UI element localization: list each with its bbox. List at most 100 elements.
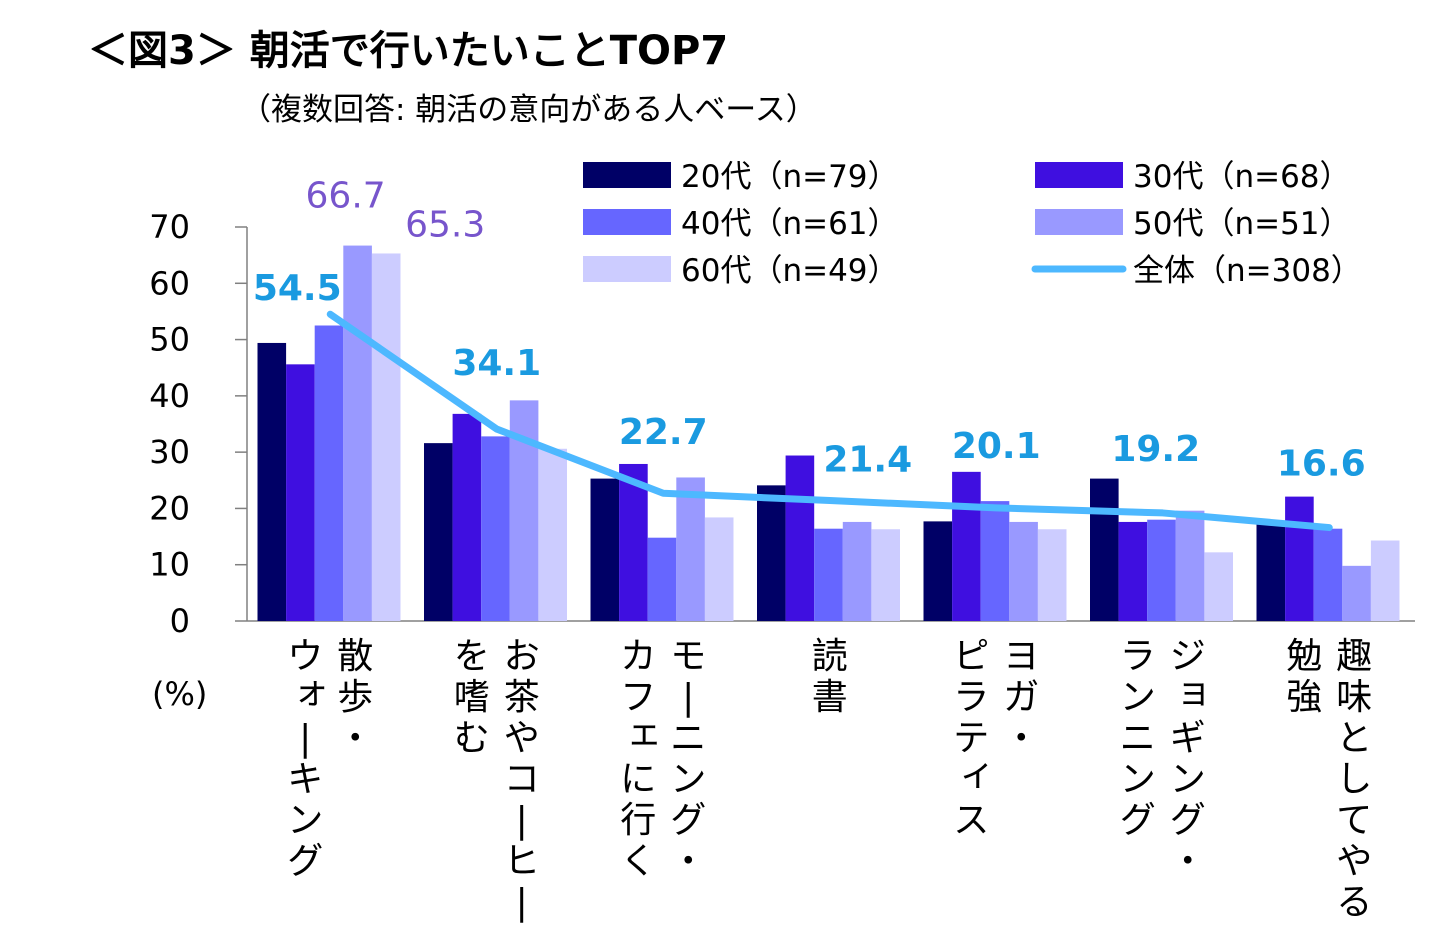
- bar: [842, 521, 872, 621]
- legend-swatch: [583, 162, 671, 188]
- x-category-char: む: [454, 718, 490, 759]
- y-tick-label: 70: [149, 208, 190, 246]
- line-value-label: 20.1: [952, 426, 1041, 467]
- bar: [1090, 478, 1119, 621]
- x-category-char: 勉: [1286, 636, 1322, 677]
- x-category-char: モ: [670, 636, 706, 677]
- bar-value-label: 65.3: [405, 204, 485, 245]
- bar: [1342, 565, 1371, 621]
- legend-item: 全体（n=308）: [1031, 253, 1362, 289]
- bar: [676, 477, 705, 621]
- bar: [1313, 528, 1343, 621]
- line-point: [829, 500, 831, 502]
- x-category-char: 読: [812, 636, 848, 677]
- bar: [785, 455, 815, 621]
- x-category-char: |: [682, 677, 694, 718]
- y-tick-label: 10: [149, 546, 190, 584]
- x-category-char: や: [1336, 841, 1372, 882]
- x-category-char: ニ: [1120, 718, 1156, 759]
- x-category-char: グ: [1170, 800, 1206, 841]
- chart-subtitle: （複数回答: 朝活の意向がある人ベース）: [240, 92, 817, 128]
- x-category-char: お: [504, 636, 540, 677]
- x-category-char: ラ: [953, 677, 989, 718]
- line-point: [329, 313, 331, 315]
- x-category-char: ウ: [287, 636, 323, 677]
- y-tick-label: 20: [149, 489, 190, 527]
- bar: [814, 528, 843, 621]
- bar: [1147, 519, 1176, 621]
- x-category-char: 味: [1336, 677, 1372, 718]
- line-value-label: 34.1: [452, 343, 541, 384]
- x-category-char: ヒ: [504, 841, 540, 882]
- legend-item: 40代（n=61）: [583, 206, 899, 242]
- line-value-label: 54.5: [253, 268, 342, 309]
- y-axis-unit: (%): [152, 675, 207, 713]
- x-category-char: ン: [287, 800, 323, 841]
- x-category-char: |: [516, 800, 528, 841]
- bar: [1175, 510, 1205, 621]
- legend-swatch: [583, 256, 671, 282]
- bar: [257, 342, 287, 621]
- x-category-char: グ: [670, 800, 706, 841]
- legend-label: 30代（n=68）: [1133, 159, 1351, 195]
- legend-swatch: [1035, 209, 1123, 235]
- bar: [590, 478, 620, 621]
- bar: [343, 245, 372, 621]
- y-axis: 0 10 20 30 40 50 60 70: [149, 208, 1415, 640]
- bar: [647, 537, 677, 621]
- x-category-label: 読書: [812, 636, 848, 718]
- x-category-label: 散歩・ウォ |キング: [287, 636, 373, 882]
- x-category-char: く: [620, 841, 656, 882]
- bar: [1009, 521, 1038, 621]
- bar: [1285, 496, 1314, 621]
- x-category-char: 歩: [337, 677, 373, 718]
- x-category-char: ジ: [1170, 636, 1206, 677]
- legend-label: 20代（n=79）: [681, 159, 899, 195]
- bar: [1204, 552, 1233, 621]
- x-category-char: 嗜: [454, 677, 490, 718]
- y-tick-label: 60: [149, 264, 190, 302]
- x-category-char: カ: [620, 636, 656, 677]
- legend-item: 50代（n=51）: [1035, 206, 1351, 242]
- x-category-char: ギ: [1170, 718, 1206, 759]
- x-category-char: フ: [620, 677, 656, 718]
- legend-label: 60代（n=49）: [681, 253, 899, 289]
- bar: [424, 443, 453, 621]
- x-category-char: 茶: [504, 677, 540, 718]
- x-category-char: て: [1336, 800, 1372, 841]
- x-category-char: ・: [337, 718, 373, 759]
- x-category-char: |: [516, 882, 528, 923]
- x-category-char: ン: [1170, 759, 1206, 800]
- line-value-label: 19.2: [1111, 429, 1200, 470]
- line-point: [496, 428, 498, 430]
- legend-label: 50代（n=51）: [1133, 206, 1351, 242]
- bar: [923, 521, 953, 621]
- x-category-char: る: [1336, 882, 1372, 923]
- y-tick-label: 30: [149, 433, 190, 471]
- line-point: [1162, 512, 1164, 514]
- x-category-char: と: [1336, 718, 1372, 759]
- x-category-char: ラ: [1120, 636, 1156, 677]
- chart-title: ＜図3＞ 朝活で行いたいことTOP7: [88, 28, 728, 74]
- bar: [704, 517, 734, 621]
- x-category-char: テ: [953, 718, 989, 759]
- x-category-char: 行: [620, 800, 656, 841]
- x-category-char: 散: [337, 636, 373, 677]
- x-category-char: グ: [287, 841, 323, 882]
- x-category-char: ニ: [670, 718, 706, 759]
- y-tick-label: 50: [149, 321, 190, 359]
- x-category-char: に: [620, 759, 656, 800]
- x-category-char: を: [454, 636, 490, 677]
- bar: [1370, 540, 1400, 621]
- bar: [314, 325, 344, 621]
- bar: [952, 471, 981, 621]
- x-category-char: や: [504, 718, 540, 759]
- bars-layer: [257, 245, 1400, 621]
- bar: [452, 413, 482, 621]
- x-category-char: コ: [504, 759, 540, 800]
- line-layer: [326, 310, 1333, 532]
- legend-item: 30代（n=68）: [1035, 159, 1351, 195]
